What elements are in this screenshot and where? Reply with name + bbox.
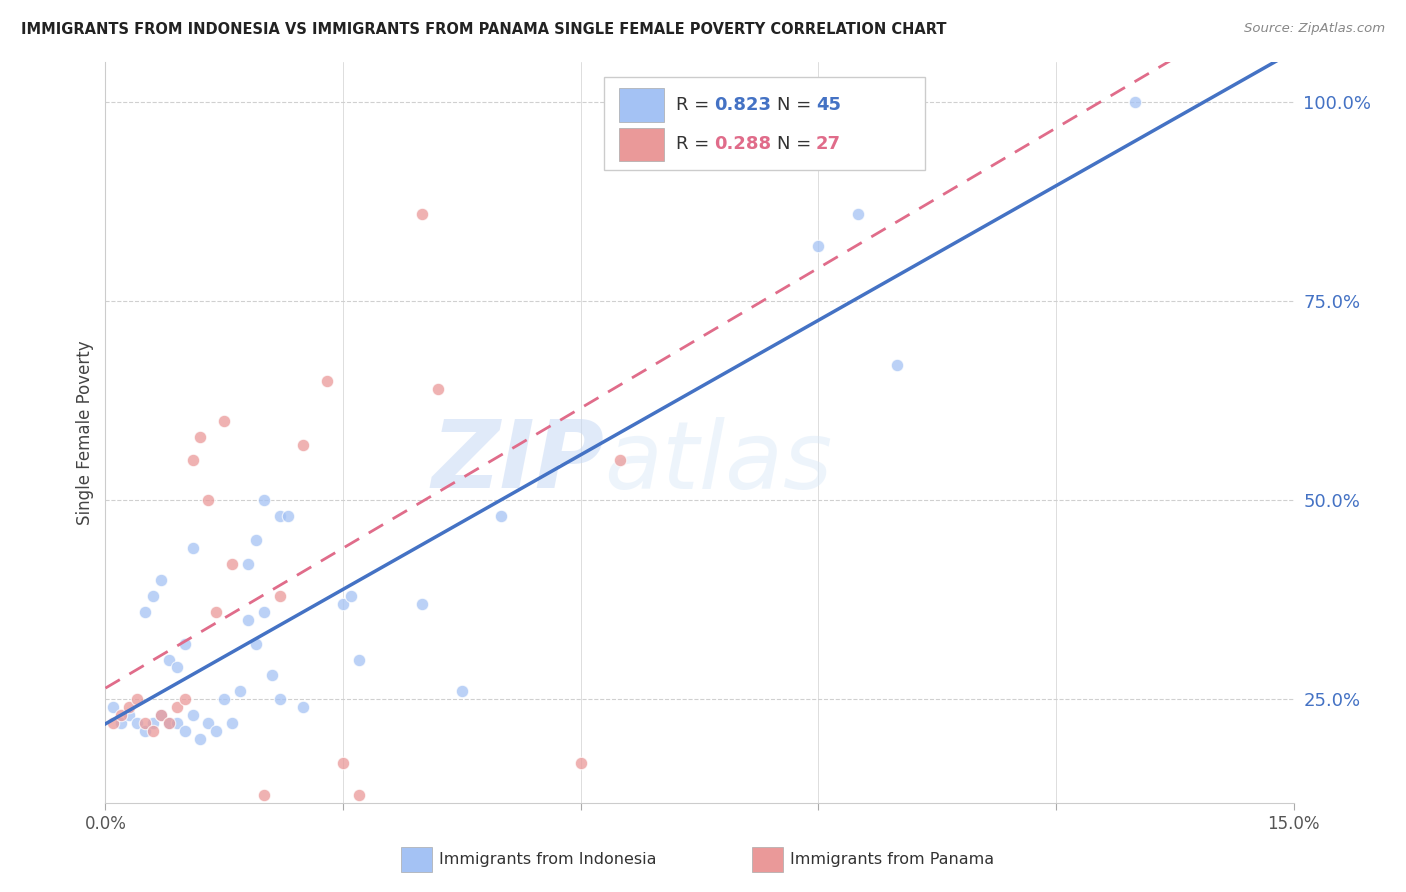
Point [569,756,592,770]
Point [728,127,751,141]
Point [181,541,204,555]
Point [253,493,276,508]
Point [846,207,869,221]
Point [173,692,195,706]
Point [197,716,219,731]
Text: N =: N = [776,95,817,113]
Point [214,414,236,428]
Point [134,724,156,739]
Y-axis label: Single Female Poverty: Single Female Poverty [76,341,94,524]
Point [236,613,259,627]
Text: 27: 27 [815,135,841,153]
Point [157,652,180,666]
Text: R =: R = [676,135,714,153]
Point [411,597,433,611]
Point [197,493,219,508]
Point [149,573,172,587]
Text: 0.288: 0.288 [714,135,770,153]
Point [205,605,228,619]
Point [127,692,149,706]
Point [245,637,267,651]
Point [229,684,252,698]
Point [118,708,141,723]
Text: Source: ZipAtlas.com: Source: ZipAtlas.com [1244,22,1385,36]
Text: ZIP: ZIP [432,417,605,508]
Point [1123,95,1146,110]
Point [347,788,370,802]
Point [127,716,149,731]
Text: N =: N = [776,135,817,153]
Point [221,557,243,571]
Point [134,716,156,731]
FancyBboxPatch shape [605,78,925,169]
Point [142,589,165,603]
Point [166,700,188,714]
Text: 0.823: 0.823 [714,95,770,113]
Point [491,509,513,524]
Point [181,708,204,723]
Point [253,788,276,802]
Point [110,708,132,723]
Text: Immigrants from Indonesia: Immigrants from Indonesia [439,853,657,867]
Point [332,597,354,611]
Point [245,533,267,547]
Point [166,716,188,731]
Point [609,453,631,467]
Text: R =: R = [676,95,714,113]
Point [221,716,243,731]
Point [181,453,204,467]
Point [134,605,156,619]
Point [269,509,291,524]
Point [292,437,315,451]
Point [292,700,315,714]
Point [166,660,188,674]
Point [103,700,125,714]
Point [103,716,125,731]
Point [411,207,433,221]
Point [269,589,291,603]
Point [450,684,472,698]
Point [886,358,908,372]
Text: atlas: atlas [605,417,832,508]
Point [277,509,299,524]
Point [118,700,141,714]
Point [173,637,195,651]
Point [149,708,172,723]
Point [214,692,236,706]
Point [316,374,339,388]
Point [110,716,132,731]
Point [190,732,212,747]
Text: IMMIGRANTS FROM INDONESIA VS IMMIGRANTS FROM PANAMA SINGLE FEMALE POVERTY CORREL: IMMIGRANTS FROM INDONESIA VS IMMIGRANTS … [21,22,946,37]
Point [236,557,259,571]
Point [173,724,195,739]
Point [142,716,165,731]
Point [253,605,276,619]
Bar [619,88,664,121]
Text: 45: 45 [815,95,841,113]
Point [205,724,228,739]
Point [149,708,172,723]
Point [427,382,450,396]
Point [269,692,291,706]
Point [260,668,283,682]
Point [332,756,354,770]
Point [347,652,370,666]
Point [157,716,180,731]
Text: Immigrants from Panama: Immigrants from Panama [790,853,994,867]
Bar [619,128,664,161]
Point [190,429,212,443]
Point [340,589,363,603]
Point [142,724,165,739]
Point [157,716,180,731]
Point [807,238,830,252]
